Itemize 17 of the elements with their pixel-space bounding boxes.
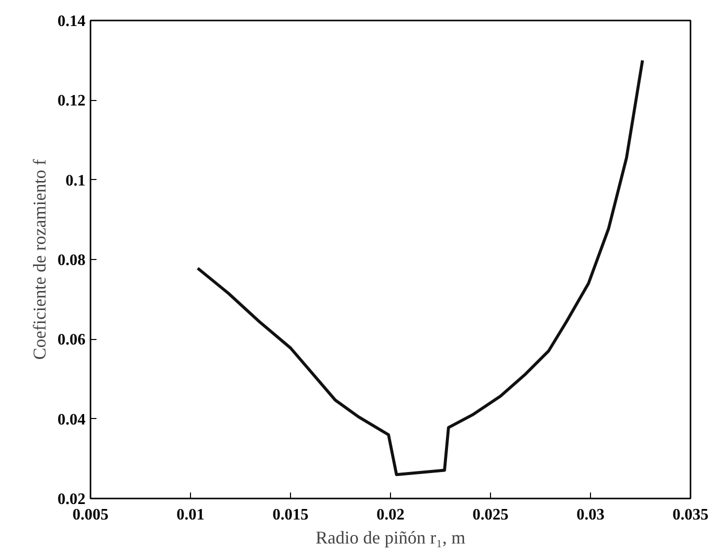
x-tick-label: 0.005 — [72, 506, 108, 524]
y-tick-label: 0.1 — [66, 172, 86, 190]
x-tick-label: 0.015 — [272, 506, 308, 524]
x-tick-label: 0.035 — [672, 506, 708, 524]
y-tick-label: 0.12 — [58, 92, 86, 110]
y-tick-label: 0.02 — [58, 491, 86, 508]
x-tick-label: 0.03 — [576, 506, 604, 524]
line-series — [196, 58, 644, 476]
y-tick-label: 0.08 — [58, 252, 86, 269]
y-tick-label: 0.04 — [58, 411, 86, 428]
y-tick-label: 0.14 — [58, 13, 86, 30]
y-tick-label: 0.06 — [58, 332, 86, 349]
x-tick-label: 0.01 — [176, 506, 204, 524]
y-axis-title: Coeficiente de rozamiento f — [30, 159, 50, 360]
x-tick-label: 0.025 — [472, 506, 508, 524]
x-tick-label: 0.02 — [376, 506, 404, 524]
x-axis-title: Radio de piñón r₁, m — [316, 528, 466, 548]
